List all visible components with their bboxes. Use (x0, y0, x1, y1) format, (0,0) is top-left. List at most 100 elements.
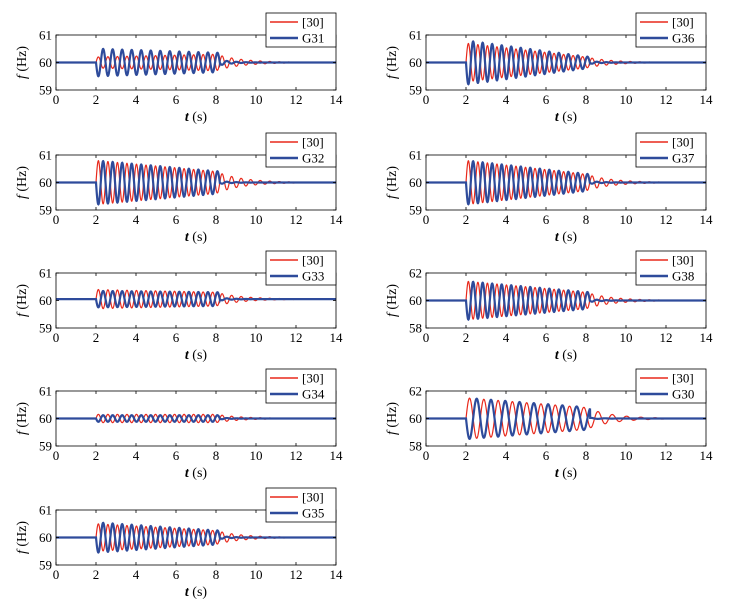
x-tick-label: 6 (543, 448, 550, 463)
y-tick-label: 61 (39, 148, 52, 163)
legend-label: G32 (302, 151, 324, 166)
x-tick-label: 0 (423, 212, 430, 227)
legend-box (265, 132, 337, 168)
series-line-G30 (426, 397, 706, 440)
legend: [30]G31 (265, 12, 337, 48)
legend: [30]G33 (265, 250, 337, 286)
series-line-G34 (56, 414, 336, 423)
panel-G30: 0 2 4 6 8 10 12 14 58 60 62 t (s) f (Hz) [30]G30 (385, 368, 714, 481)
y-tick-label: 60 (39, 293, 52, 308)
y-tick-label: 62 (409, 266, 422, 281)
legend-label: [30] (672, 371, 694, 386)
x-tick-label: 4 (133, 212, 140, 227)
x-tick-label: 6 (173, 448, 180, 463)
y-tick-label: 61 (39, 266, 52, 281)
legend-box (265, 368, 337, 404)
x-tick-label: 10 (250, 448, 263, 463)
y-axis-label: f (Hz) (385, 46, 400, 79)
x-tick-label: 8 (213, 567, 220, 582)
x-tick-label: 4 (133, 448, 140, 463)
legend-label: G38 (672, 269, 694, 284)
y-axis-label: f (Hz) (15, 284, 30, 317)
panel-G33: 0 2 4 6 8 10 12 14 59 60 61 t (s) f (Hz) [30]G33 (15, 250, 343, 363)
panel-G36: 0 2 4 6 8 10 12 14 59 60 61 t (s) f (Hz) [30]G36 (385, 12, 714, 125)
legend-box (265, 12, 337, 48)
x-tick-label: 0 (53, 212, 60, 227)
x-tick-label: 4 (503, 448, 510, 463)
legend: [30]G34 (265, 368, 337, 404)
legend-label: [30] (672, 135, 694, 150)
y-tick-label: 61 (409, 148, 422, 163)
x-tick-label: 12 (660, 212, 673, 227)
legend-box (635, 368, 707, 404)
y-tick-label: 59 (39, 321, 52, 336)
y-tick-label: 59 (39, 558, 52, 573)
y-axis-label: f (Hz) (15, 402, 30, 435)
x-tick-label: 6 (173, 92, 180, 107)
legend-label: G30 (672, 387, 694, 402)
y-tick-label: 60 (39, 411, 52, 426)
x-tick-label: 14 (700, 212, 714, 227)
x-tick-label: 2 (93, 92, 100, 107)
x-tick-label: 6 (173, 212, 180, 227)
x-tick-label: 14 (700, 92, 714, 107)
x-axis-label: t (s) (555, 110, 578, 125)
panel-G37: 0 2 4 6 8 10 12 14 59 60 61 t (s) f (Hz) [30]G37 (385, 132, 714, 245)
y-axis-label: f (Hz) (385, 166, 400, 199)
panel-G34: 0 2 4 6 8 10 12 14 59 60 61 t (s) f (Hz) [30]G34 (15, 368, 344, 481)
x-tick-label: 6 (543, 92, 550, 107)
y-tick-label: 61 (409, 28, 422, 43)
x-tick-label: 2 (93, 567, 100, 582)
x-tick-label: 2 (93, 212, 100, 227)
y-tick-label: 59 (39, 439, 52, 454)
y-tick-label: 60 (409, 293, 422, 308)
x-axis-label: t (s) (185, 110, 208, 125)
x-tick-label: 2 (463, 448, 470, 463)
x-axis-label: t (s) (555, 230, 578, 245)
y-axis-label: f (Hz) (385, 402, 400, 435)
x-tick-label: 14 (330, 92, 344, 107)
y-tick-label: 59 (39, 83, 52, 98)
y-tick-label: 60 (39, 530, 52, 545)
legend: [30]G30 (635, 368, 707, 404)
x-tick-label: 12 (290, 448, 303, 463)
legend-box (635, 12, 707, 48)
x-tick-label: 8 (583, 330, 590, 345)
x-tick-label: 12 (290, 567, 303, 582)
panel-G32: 0 2 4 6 8 10 12 14 59 60 61 t (s) f (Hz) [30]G32 (15, 132, 343, 245)
legend-box (635, 250, 707, 286)
legend-label: [30] (672, 253, 694, 268)
x-tick-label: 10 (620, 92, 633, 107)
x-tick-label: 12 (290, 330, 303, 345)
legend-label: [30] (302, 371, 324, 386)
x-axis-label: t (s) (555, 466, 578, 481)
y-tick-label: 60 (39, 175, 52, 190)
x-tick-label: 14 (330, 448, 344, 463)
legend-label: G34 (302, 387, 325, 402)
y-tick-label: 61 (39, 503, 52, 518)
legend: [30]G36 (635, 12, 707, 48)
y-axis-label: f (Hz) (15, 46, 30, 79)
x-axis-label: t (s) (555, 348, 578, 363)
y-tick-label: 61 (39, 28, 52, 43)
x-tick-label: 0 (53, 567, 60, 582)
legend-label: [30] (302, 253, 324, 268)
y-axis-label: f (Hz) (15, 521, 30, 554)
x-tick-label: 8 (583, 212, 590, 227)
legend-label: G36 (672, 31, 695, 46)
legend-label: G35 (302, 506, 324, 521)
legend-label: [30] (672, 15, 694, 30)
x-tick-label: 14 (700, 448, 714, 463)
x-tick-label: 10 (250, 92, 263, 107)
series-line-G32 (56, 159, 336, 206)
x-tick-label: 4 (503, 330, 510, 345)
y-tick-label: 61 (39, 384, 52, 399)
x-tick-label: 10 (620, 212, 633, 227)
x-tick-label: 4 (133, 330, 140, 345)
x-tick-label: 2 (93, 448, 100, 463)
x-tick-label: 10 (250, 330, 263, 345)
series-line-G38 (426, 280, 706, 321)
series-line-G36 (426, 40, 706, 86)
x-tick-label: 0 (53, 92, 60, 107)
legend-box (265, 487, 337, 523)
